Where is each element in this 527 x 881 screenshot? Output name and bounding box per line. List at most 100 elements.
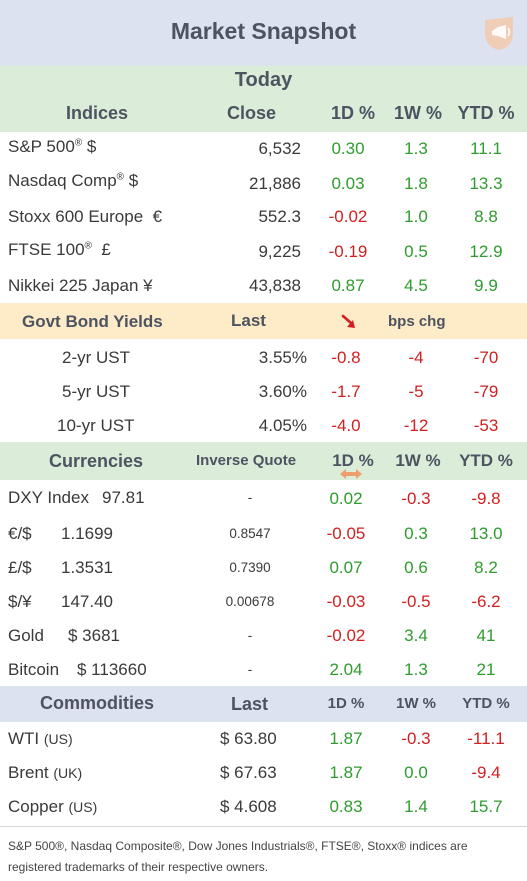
currency-ytd: 21: [476, 660, 496, 679]
currency-1d: 0.02: [329, 489, 363, 508]
commodities-header-band: [0, 686, 527, 722]
trademark-footnote: S&P 500®, Nasdaq Composite®, Dow Jones I…: [8, 839, 468, 874]
index-name: S&P 500® $: [8, 137, 97, 156]
commodity-price: $ 67.63: [220, 763, 277, 782]
swap-arrows-icon: [340, 469, 362, 479]
commodity-name: Copper (US): [8, 797, 98, 816]
1w-column-header: 1W %: [393, 103, 442, 123]
megaphone-logo-icon: [485, 17, 513, 50]
commodity-ytd: -11.1: [467, 729, 505, 748]
currency-name: DXY Index: [8, 488, 89, 507]
currency-1d: 2.04: [329, 660, 363, 679]
currency-ytd: -9.8: [471, 489, 501, 508]
bond-name: 5-yr UST: [62, 382, 130, 401]
currency-1d: -0.03: [326, 592, 366, 611]
index-name: FTSE 100® £: [8, 240, 111, 259]
currency-name: £/$: [8, 558, 32, 577]
currency-ytd: 8.2: [474, 558, 498, 577]
bond-1d: -1.7: [331, 382, 361, 401]
currencies-1d-header: 1D %: [332, 451, 374, 470]
index-1w: 1.3: [404, 139, 428, 158]
currency-1w: -0.5: [401, 592, 431, 611]
currencies-ytd-header: YTD %: [459, 451, 513, 470]
index-ytd: 12.9: [469, 242, 503, 261]
currency-ytd: 13.0: [469, 524, 503, 543]
currency-1w: 1.3: [404, 660, 428, 679]
commodity-1d: 0.83: [329, 797, 363, 816]
bps-change-header: bps chg: [388, 313, 446, 330]
bonds-header-band: [0, 303, 527, 339]
currency-inverse: 0.7390: [229, 560, 271, 575]
bond-1w: -4: [408, 348, 424, 367]
currencies-header-band: [0, 442, 527, 480]
indices-header-band: [0, 66, 527, 132]
bond-ytd: -70: [473, 348, 499, 367]
commodity-1d: 1.87: [329, 763, 363, 782]
index-1d: -0.19: [328, 242, 368, 261]
index-1d: 0.30: [331, 139, 365, 158]
today-label: Today: [234, 69, 293, 91]
commodity-1d: 1.87: [329, 729, 363, 748]
currency-name: €/$: [8, 524, 32, 543]
index-name: Nikkei 225 Japan ¥: [8, 276, 153, 295]
bond-name: 2-yr UST: [62, 348, 130, 367]
commodities-1d-header: 1D %: [327, 695, 365, 712]
currency-inverse: -: [247, 628, 253, 643]
bond-ytd: -53: [473, 416, 499, 435]
index-close: 552.3: [258, 207, 301, 226]
commodity-ytd: 15.7: [469, 797, 503, 816]
index-1w: 1.8: [404, 174, 428, 193]
bond-1d: -0.8: [331, 348, 361, 367]
currency-1d: -0.02: [326, 626, 366, 645]
currency-value: $ 3681: [68, 626, 120, 645]
currency-1w: 0.6: [404, 558, 428, 577]
index-1w: 4.5: [404, 276, 428, 295]
commodity-name: WTI (US): [8, 729, 73, 748]
bond-yield: 3.60%: [258, 382, 307, 401]
down-arrow-icon: [341, 314, 355, 328]
currency-1w: 0.3: [404, 524, 428, 543]
index-1d: 0.03: [331, 174, 365, 193]
commodity-name: Brent (UK): [8, 763, 83, 782]
currency-inverse: 0.00678: [225, 594, 275, 609]
index-name: Stoxx 600 Europe €: [8, 207, 163, 226]
index-name: Nasdaq Comp® $: [8, 171, 139, 190]
currency-inverse: -: [247, 490, 253, 505]
indices-header: Indices: [66, 103, 129, 123]
index-close: 9,225: [258, 242, 301, 261]
commodity-1w: 0.0: [404, 763, 428, 782]
index-1d: -0.02: [328, 207, 368, 226]
commodities-ytd-header: YTD %: [462, 695, 510, 712]
inverse-quote-header: Inverse Quote: [196, 452, 297, 469]
currency-1w: -0.3: [401, 489, 431, 508]
currency-inverse: -: [247, 662, 253, 677]
currency-value: 1.1699: [61, 524, 113, 543]
commodities-1w-header: 1W %: [395, 695, 436, 712]
currency-ytd: 41: [476, 626, 496, 645]
bond-name: 10-yr UST: [57, 416, 135, 435]
currency-value: 97.81: [102, 488, 145, 507]
divider: [0, 826, 527, 827]
currency-name: Bitcoin: [8, 660, 60, 679]
1d-column-header: 1D %: [330, 103, 375, 123]
index-ytd: 8.8: [474, 207, 498, 226]
commodity-1w: 1.4: [404, 797, 428, 816]
commodity-price: $ 63.80: [220, 729, 277, 748]
index-close: 43,838: [249, 276, 301, 295]
index-ytd: 11.1: [470, 139, 502, 158]
commodities-header: Commodities: [40, 693, 155, 713]
page-title: Market Snapshot: [170, 18, 357, 44]
close-column-header: Close: [227, 103, 277, 123]
index-close: 6,532: [258, 139, 301, 158]
index-ytd: 9.9: [474, 276, 498, 295]
commodity-1w: -0.3: [401, 729, 431, 748]
index-close: 21,886: [249, 174, 301, 193]
currency-value: 1.3531: [61, 558, 113, 577]
currency-1d: 0.07: [329, 558, 363, 577]
currency-ytd: -6.2: [471, 592, 501, 611]
currency-inverse: 0.8547: [229, 526, 271, 541]
bonds-last-header: Last: [231, 311, 266, 330]
commodity-ytd: -9.4: [471, 763, 501, 782]
currency-1d: -0.05: [326, 524, 366, 543]
currencies-header: Currencies: [49, 451, 144, 471]
